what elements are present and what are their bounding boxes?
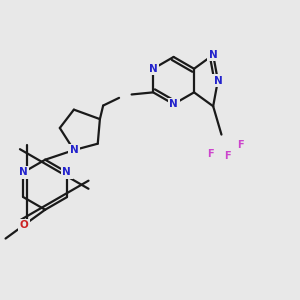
- Text: O: O: [19, 220, 28, 230]
- Text: N: N: [214, 76, 222, 85]
- Text: N: N: [70, 145, 78, 155]
- Text: N: N: [169, 99, 178, 109]
- Text: N: N: [149, 64, 158, 74]
- Text: N: N: [209, 50, 218, 60]
- Text: N: N: [62, 167, 71, 177]
- Text: F: F: [238, 140, 244, 150]
- Text: F: F: [208, 149, 214, 159]
- Text: F: F: [224, 151, 231, 161]
- Text: N: N: [19, 167, 28, 177]
